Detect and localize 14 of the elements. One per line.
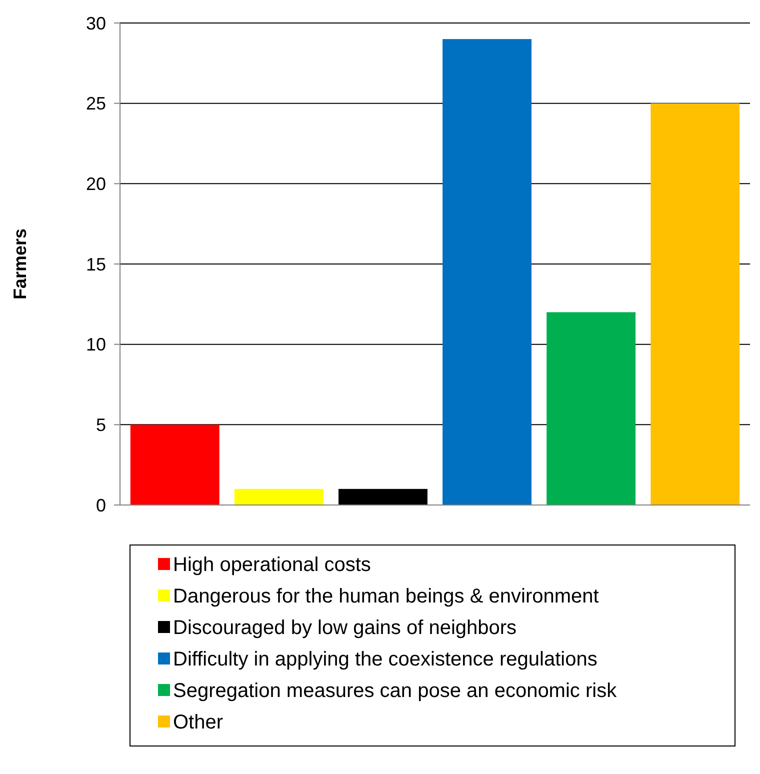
y-tick-label: 20 — [86, 174, 106, 194]
y-tick-label: 15 — [86, 254, 106, 274]
legend-label: Segregation measures can pose an economic risk — [173, 680, 618, 702]
legend-label: High operational costs — [173, 554, 371, 576]
y-tick-label: 5 — [96, 414, 106, 435]
y-tick-label: 10 — [86, 334, 106, 355]
legend-label: Dangerous for the human beings & environment — [173, 586, 600, 608]
y-tick-label: 0 — [96, 495, 106, 516]
legend-label: Other — [173, 712, 224, 734]
legend-label: Discouraged by low gains of neighbors — [173, 617, 517, 639]
y-tick-label: 25 — [86, 94, 106, 114]
y-tick-label: 30 — [86, 13, 106, 34]
legend-label: Difficulty in applying the coexistence regulations — [173, 648, 598, 670]
y-axis-title: Farmers — [10, 228, 30, 300]
